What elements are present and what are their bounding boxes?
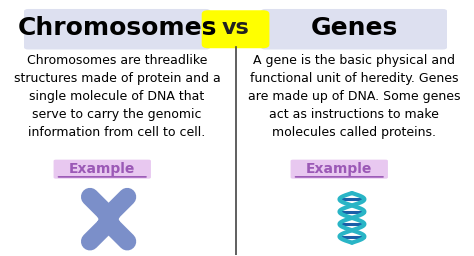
Text: vs: vs: [222, 18, 249, 38]
Text: Chromosomes: Chromosomes: [18, 16, 217, 40]
Text: Example: Example: [306, 162, 373, 176]
Text: Genes: Genes: [310, 16, 398, 40]
FancyBboxPatch shape: [202, 10, 269, 48]
FancyBboxPatch shape: [24, 9, 210, 49]
Text: Chromosomes are threadlike
structures made of protein and a
single molecule of D: Chromosomes are threadlike structures ma…: [14, 54, 220, 139]
Text: A gene is the basic physical and
functional unit of heredity. Genes
are made up : A gene is the basic physical and functio…: [248, 54, 460, 139]
FancyBboxPatch shape: [54, 160, 151, 179]
FancyBboxPatch shape: [261, 9, 447, 49]
Text: Example: Example: [69, 162, 136, 176]
FancyBboxPatch shape: [291, 160, 388, 179]
